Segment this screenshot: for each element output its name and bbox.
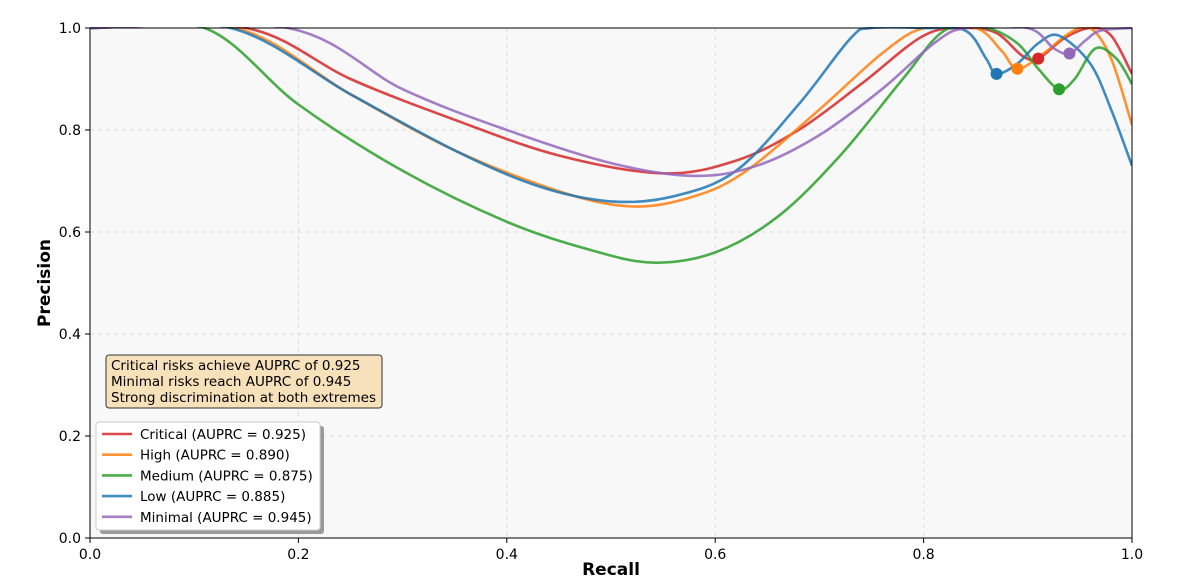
legend-label: Critical (AUPRC = 0.925) [140, 427, 306, 443]
y-tick-label: 0.0 [59, 531, 81, 547]
annotation-line: Minimal risks reach AUPRC of 0.945 [111, 374, 351, 390]
optimal-point-marker [990, 67, 1003, 80]
plot-frame [89, 27, 1133, 539]
legend-label: Minimal (AUPRC = 0.945) [140, 510, 312, 526]
legend: Critical (AUPRC = 0.925) High (AUPRC = 0.… [95, 421, 324, 534]
x-tick-label: 0.8 [912, 547, 934, 563]
y-tick-label: 0.4 [59, 327, 81, 343]
annotation-background [105, 354, 383, 409]
legend-label: Low (AUPRC = 0.885) [140, 489, 285, 505]
series-line [90, 27, 1132, 264]
optimal-point-marker [1063, 47, 1076, 60]
legend-label: High (AUPRC = 0.890) [140, 448, 290, 464]
x-axis-ticks: 0.0 0.2 0.4 0.6 0.8 1.0 [79, 538, 1143, 563]
annotation-line: Critical risks achieve AUPRC of 0.925 [111, 358, 361, 374]
y-tick-label: 0.6 [59, 225, 81, 241]
x-axis-label: Recall [582, 560, 640, 580]
annotation-box: Critical risks achieve AUPRC of 0.925 Mi… [105, 354, 383, 409]
y-tick-label: 1.0 [59, 21, 81, 37]
optimal-point-marker [1011, 62, 1024, 75]
x-tick-label: 0.0 [79, 547, 101, 563]
annotation-line: Strong discrimination at both extremes [111, 390, 376, 406]
y-tick-label: 0.2 [59, 429, 81, 445]
x-tick-label: 0.2 [287, 547, 309, 563]
y-axis-label: Precision [35, 239, 55, 327]
legend-background [95, 421, 321, 531]
x-tick-label: 1.0 [1121, 547, 1143, 563]
legend-label: Medium (AUPRC = 0.875) [140, 468, 313, 484]
y-tick-label: 0.8 [59, 123, 81, 139]
x-tick-label: 0.4 [496, 547, 518, 563]
optimal-point-marker [1032, 52, 1045, 65]
y-axis-ticks: 0.0 0.2 0.4 0.6 0.8 1.0 [59, 21, 90, 547]
x-tick-label: 0.6 [704, 547, 726, 563]
optimal-point-marker [1053, 83, 1066, 96]
marker-layer [990, 47, 1076, 96]
